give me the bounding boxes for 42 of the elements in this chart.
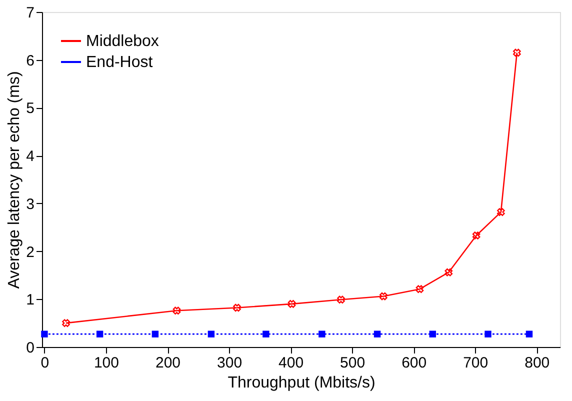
point [41, 330, 48, 338]
y-tick-label: 0 [26, 340, 34, 356]
point [208, 330, 215, 338]
point [96, 330, 104, 338]
point [472, 232, 480, 240]
y-tick-label: 1 [26, 292, 34, 309]
point [416, 285, 424, 294]
y-tick-label: 4 [26, 148, 34, 166]
point [262, 330, 270, 338]
x-tick-label: 400 [278, 354, 304, 372]
x-tick-label: 500 [340, 354, 366, 372]
point [288, 300, 296, 308]
point [429, 330, 436, 338]
x-tick-label: 300 [217, 354, 242, 372]
y-tick-label: 3 [26, 196, 34, 213]
x-tick-label: 200 [155, 354, 181, 372]
point [484, 330, 492, 338]
point [526, 330, 533, 338]
point [497, 208, 505, 216]
x-tick-label: 600 [402, 354, 427, 372]
point [318, 330, 326, 338]
y-tick-label: 6 [26, 52, 34, 70]
x-tick-label: 0 [40, 354, 50, 372]
point [62, 319, 70, 327]
x-tick-label: 100 [94, 354, 119, 372]
point [374, 330, 381, 338]
legend-label: End-Host [86, 54, 154, 71]
y-tick-label: 2 [26, 244, 34, 261]
point [337, 296, 345, 304]
point [172, 306, 181, 315]
y-tick-label: 7 [26, 4, 34, 22]
point [444, 268, 453, 276]
point [152, 330, 159, 338]
point [233, 304, 241, 312]
y-axis-title: Average latency per echo (ms) [6, 71, 24, 289]
x-tick-label: 800 [524, 354, 550, 372]
x-tick-label: 700 [463, 354, 488, 372]
y-tick-label: 5 [26, 100, 34, 118]
point [380, 292, 388, 300]
legend-label: Middlebox [86, 33, 159, 50]
x-axis-title: Throughput (Mbits/s) [228, 374, 376, 392]
point [513, 48, 521, 57]
